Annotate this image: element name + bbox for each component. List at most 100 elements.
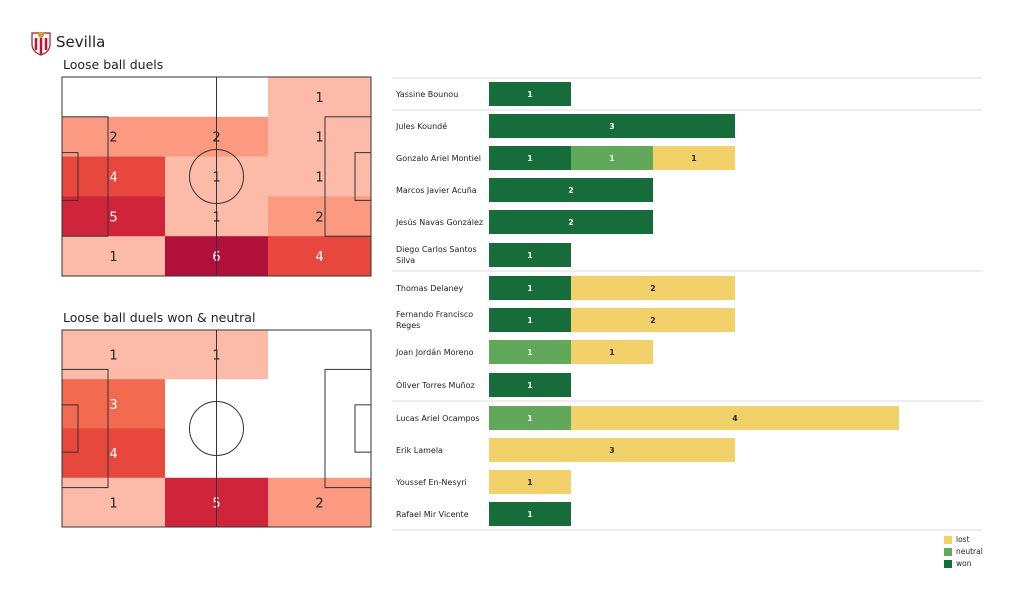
player-name: Erik Lamela bbox=[396, 446, 443, 455]
bar-won bbox=[489, 210, 653, 234]
heatmap-cell bbox=[268, 428, 372, 479]
legend-label: neutral bbox=[956, 547, 983, 556]
bar-neutral bbox=[489, 340, 571, 364]
player-name: Lucas Ariel Ocampos bbox=[396, 414, 480, 423]
sevilla-crest-icon bbox=[31, 32, 51, 56]
player-name: Youssef En-Nesyri bbox=[396, 478, 467, 487]
legend-lost: lost bbox=[944, 535, 970, 544]
bar-won bbox=[489, 308, 571, 332]
heatmap-cell bbox=[62, 196, 166, 237]
heatmap-title-duels: Loose ball duels bbox=[63, 57, 164, 72]
heatmap-value: 5 bbox=[109, 210, 117, 225]
player-name: Thomas Delaney bbox=[396, 284, 464, 293]
heatmap-value: 4 bbox=[315, 250, 323, 265]
bar-label-lost: 3 bbox=[609, 446, 614, 455]
heatmap-cell bbox=[62, 116, 166, 158]
bar-label-lost: 4 bbox=[732, 414, 737, 423]
player-name: Marcos Javier Acuña bbox=[396, 186, 477, 195]
bar-label-neutral: 1 bbox=[609, 154, 614, 163]
bar-won bbox=[489, 243, 571, 267]
legend-neutral: neutral bbox=[944, 547, 983, 556]
bar-won bbox=[489, 276, 571, 300]
bar-won bbox=[489, 146, 571, 170]
bar-label-won: 1 bbox=[527, 251, 532, 260]
bar-label-won: 1 bbox=[527, 284, 532, 293]
heatmap-cell bbox=[268, 77, 372, 118]
legend-label: lost bbox=[956, 535, 970, 544]
heatmap-value: 2 bbox=[315, 496, 323, 511]
bar-label-lost: 1 bbox=[609, 348, 614, 357]
player-name: Yassine Bounou bbox=[396, 90, 459, 99]
heatmap-cell bbox=[62, 428, 166, 479]
bar-label-won: 1 bbox=[527, 510, 532, 519]
bar-label-won: 1 bbox=[527, 381, 532, 390]
heatmap-value: 1 bbox=[109, 496, 117, 511]
right-goal-box bbox=[354, 404, 372, 453]
heatmap-value: 3 bbox=[109, 398, 117, 413]
bar-won bbox=[489, 82, 571, 106]
player-name: Fernando Francisco Reges bbox=[396, 310, 474, 330]
bar-label-won: 2 bbox=[568, 218, 573, 227]
player-name: Diego Carlos Santos Silva bbox=[396, 245, 477, 265]
bar-label-neutral: 1 bbox=[527, 414, 532, 423]
heatmap-cell bbox=[62, 379, 166, 429]
heatmap-value: 1 bbox=[315, 171, 323, 186]
team-name: Sevilla bbox=[56, 33, 106, 51]
heatmap-value: 4 bbox=[109, 171, 117, 186]
heatmap-title-won-neutral: Loose ball duels won & neutral bbox=[63, 310, 256, 325]
heatmap-value: 1 bbox=[315, 131, 323, 146]
bar-lost bbox=[571, 340, 653, 364]
player-name: Jules Koundé bbox=[396, 122, 448, 131]
bar-lost bbox=[489, 470, 571, 494]
heatmap-value: 1 bbox=[315, 91, 323, 106]
player-name: Jesús Navas González bbox=[396, 218, 484, 227]
heatmap-cell bbox=[268, 236, 372, 277]
bar-lost bbox=[571, 406, 899, 430]
bar-label-won: 3 bbox=[609, 122, 614, 131]
left-goal-box bbox=[61, 404, 79, 453]
heatmap-value: 4 bbox=[109, 447, 117, 462]
heatmap-value: 2 bbox=[109, 131, 117, 146]
heatmap-value: 1 bbox=[109, 250, 117, 265]
bar-won bbox=[489, 178, 653, 202]
bar-label-lost: 1 bbox=[527, 478, 532, 487]
left-goal-box bbox=[61, 152, 79, 201]
center-circle bbox=[189, 149, 244, 204]
heatmap-cell bbox=[62, 236, 166, 277]
bar-neutral bbox=[489, 406, 571, 430]
legend-label: won bbox=[956, 559, 972, 568]
legend-won: won bbox=[944, 559, 971, 568]
bar-lost bbox=[571, 276, 735, 300]
bar-label-won: 2 bbox=[568, 186, 573, 195]
bar-label-lost: 2 bbox=[650, 316, 655, 325]
bar-label-won: 1 bbox=[527, 90, 532, 99]
heatmap-cell bbox=[268, 477, 372, 528]
heatmap-cell bbox=[62, 477, 166, 528]
player-name: Gonzalo Ariel Montiel bbox=[396, 154, 481, 163]
bar-label-won: 1 bbox=[527, 316, 532, 325]
heatmap-cell bbox=[268, 196, 372, 237]
heatmap-cell bbox=[62, 156, 166, 197]
bar-neutral bbox=[571, 146, 653, 170]
heatmap-cell bbox=[62, 330, 166, 380]
center-circle bbox=[189, 401, 244, 456]
bar-lost bbox=[653, 146, 735, 170]
bar-lost bbox=[571, 308, 735, 332]
heatmap-value: 2 bbox=[315, 210, 323, 225]
player-name: Óliver Torres Muñoz bbox=[396, 381, 475, 390]
heatmap-value: 1 bbox=[109, 349, 117, 364]
bar-label-lost: 2 bbox=[650, 284, 655, 293]
player-name: Rafael Mir Vicente bbox=[396, 510, 469, 519]
bar-lost bbox=[489, 438, 735, 462]
bar-label-lost: 1 bbox=[691, 154, 696, 163]
heatmap-cell bbox=[268, 156, 372, 197]
bar-label-won: 1 bbox=[527, 154, 532, 163]
heatmap-cell bbox=[268, 330, 372, 380]
heatmap-cell bbox=[62, 77, 166, 118]
heatmap-cell bbox=[268, 116, 372, 158]
heatmap-cell bbox=[268, 379, 372, 429]
bar-label-neutral: 1 bbox=[527, 348, 532, 357]
bar-won bbox=[489, 502, 571, 526]
bar-won bbox=[489, 114, 735, 138]
